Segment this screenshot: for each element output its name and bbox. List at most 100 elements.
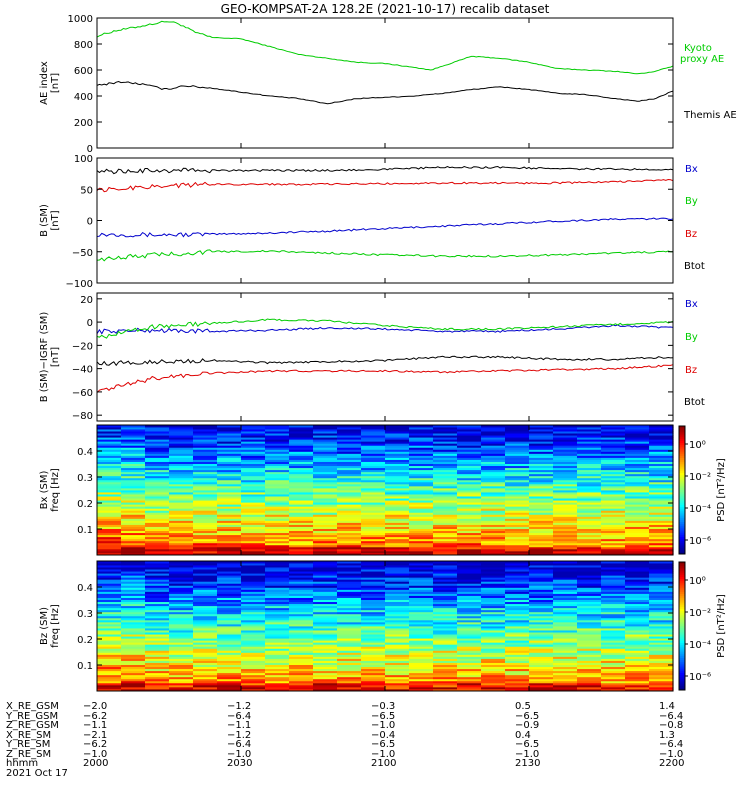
spectrogram-cell xyxy=(601,648,626,651)
ephemeris-value: −6.4 xyxy=(227,739,252,750)
spectrogram-cell xyxy=(553,425,578,428)
spectrogram-cell xyxy=(337,516,362,519)
spectrogram-cell xyxy=(265,605,290,609)
spectrogram-cell xyxy=(217,546,242,550)
spectrogram-cell xyxy=(217,676,242,680)
spectrogram-cell xyxy=(145,662,170,665)
spectrogram-cell xyxy=(553,597,578,600)
y-tick-label: −60 xyxy=(72,388,93,399)
spectrogram-cell xyxy=(241,656,266,659)
spectrogram-cell xyxy=(121,650,146,653)
spectrogram-cell xyxy=(217,427,242,430)
spectrogram-cell xyxy=(121,638,146,641)
spectrogram-cell xyxy=(553,516,578,519)
spectrogram-cell xyxy=(313,623,338,627)
spectrogram-cell xyxy=(361,455,386,458)
spectrogram-cell xyxy=(145,678,170,682)
spectrogram-cell xyxy=(577,591,602,594)
spectrogram-cell xyxy=(577,670,602,674)
spectrogram-cell xyxy=(529,617,554,621)
spectrogram-cell xyxy=(97,573,122,576)
spectrogram-cell xyxy=(505,526,530,529)
spectrogram-cell xyxy=(625,630,650,633)
spectrogram-cell xyxy=(529,526,554,529)
spectrogram-cell xyxy=(97,502,122,505)
y-axis-label: AE index xyxy=(39,61,50,105)
spectrogram-cell xyxy=(577,619,602,623)
spectrogram-cell xyxy=(121,613,146,617)
spectrogram-cell xyxy=(385,459,410,462)
spectrogram-cell xyxy=(433,688,458,692)
spectrogram-cell xyxy=(241,672,266,676)
spectrogram-cell xyxy=(97,453,122,456)
spectrogram-cell xyxy=(577,565,602,568)
spectrogram-cell xyxy=(625,481,650,485)
spectrogram-cell xyxy=(241,636,266,639)
spectrogram-cell xyxy=(481,591,506,594)
spectrogram-cell xyxy=(289,552,314,556)
spectrogram-cell xyxy=(601,508,626,511)
spectrogram-cell xyxy=(121,465,146,469)
spectrogram-cell xyxy=(553,617,578,621)
spectrogram-cell xyxy=(649,621,674,625)
spectrogram-cell xyxy=(505,453,530,456)
spectrogram-cell xyxy=(289,524,314,527)
spectrogram-cell xyxy=(481,502,506,505)
spectrogram-cell xyxy=(97,445,122,448)
spectrogram-cell xyxy=(553,571,578,574)
spectrogram-cell xyxy=(217,579,242,582)
spectrogram-cell xyxy=(121,427,146,430)
spectrogram-cell xyxy=(193,617,218,621)
colorbar-segment xyxy=(679,687,685,691)
spectrogram-cell xyxy=(313,654,338,657)
spectrogram-cell xyxy=(529,674,554,678)
spectrogram-cell xyxy=(145,457,170,460)
spectrogram-cell xyxy=(577,581,602,584)
spectrogram-cell xyxy=(337,630,362,633)
spectrogram-cell xyxy=(505,640,530,643)
spectrogram-cell xyxy=(193,682,218,686)
spectrogram-cell xyxy=(97,459,122,462)
spectrogram-cell xyxy=(289,589,314,592)
spectrogram-cell xyxy=(625,437,650,440)
spectrogram-cell xyxy=(481,585,506,588)
spectrogram-cell xyxy=(505,534,530,538)
spectrogram-cell xyxy=(385,577,410,580)
spectrogram-cell xyxy=(241,496,266,499)
spectrogram-cell xyxy=(265,682,290,686)
spectrogram-cell xyxy=(553,506,578,509)
spectrogram-cell xyxy=(241,487,266,491)
spectrogram-cell xyxy=(433,656,458,659)
spectrogram-cell xyxy=(169,530,194,534)
spectrogram-cell xyxy=(553,459,578,462)
spectrogram-cell xyxy=(505,636,530,639)
spectrogram-cell xyxy=(361,666,386,670)
spectrogram-cell xyxy=(601,626,626,629)
spectrogram-cell xyxy=(241,666,266,670)
y-tick-label: 600 xyxy=(74,66,93,77)
spectrogram-cell xyxy=(649,630,674,633)
spectrogram-cell xyxy=(97,688,122,692)
spectrogram-cell xyxy=(337,445,362,448)
spectrogram-cell xyxy=(649,563,674,566)
spectrogram-cell xyxy=(601,640,626,643)
spectrogram-cell xyxy=(577,498,602,501)
spectrogram-cell xyxy=(625,595,650,598)
spectrogram-cell xyxy=(409,638,434,641)
spectrogram-cell xyxy=(481,563,506,566)
spectrogram-cell xyxy=(313,518,338,521)
spectrogram-cell xyxy=(529,441,554,444)
spectrogram-cell xyxy=(409,485,434,489)
spectrogram-cell xyxy=(649,623,674,627)
spectrogram-cell xyxy=(409,526,434,529)
spectrogram-cell xyxy=(193,569,218,572)
spectrogram-cell xyxy=(433,682,458,686)
spectrogram-cell xyxy=(577,504,602,507)
spectrogram-cell xyxy=(169,579,194,582)
spectrogram-cell xyxy=(217,534,242,538)
spectrogram-cell xyxy=(169,563,194,566)
spectrogram-cell xyxy=(553,684,578,688)
spectrogram-cell xyxy=(241,603,266,607)
spectrogram-cell xyxy=(145,682,170,686)
spectrogram-cell xyxy=(481,457,506,460)
